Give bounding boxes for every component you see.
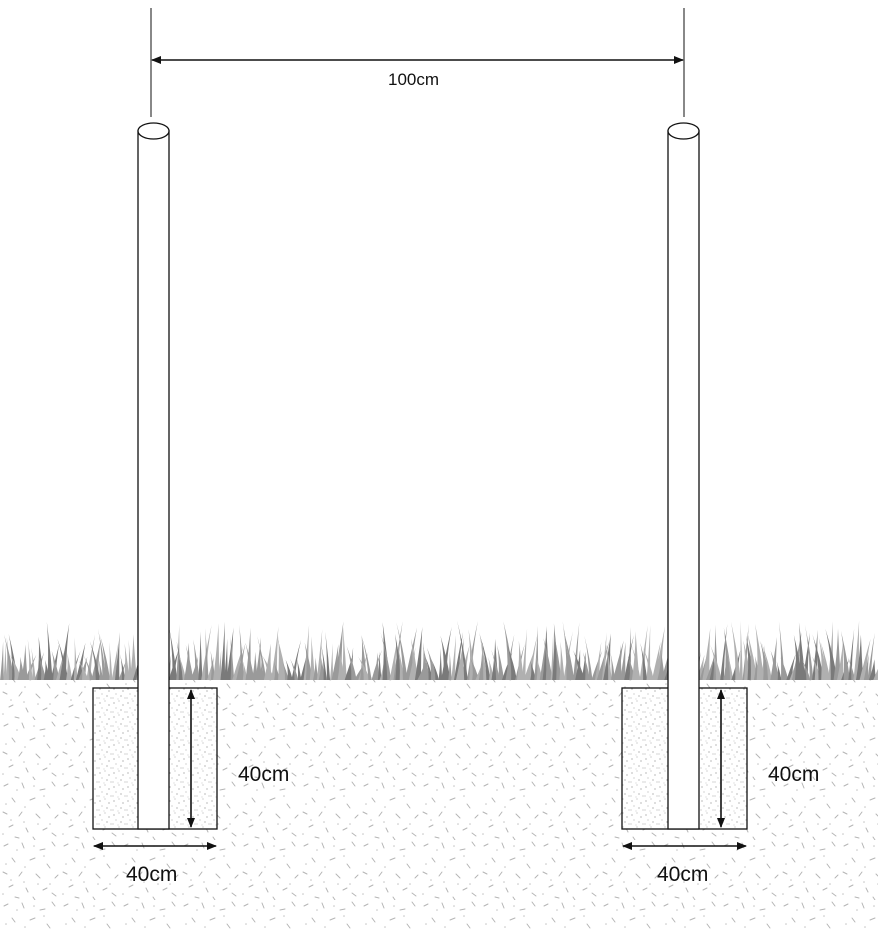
right-post xyxy=(668,123,699,829)
right-depth-label: 40cm xyxy=(768,764,819,785)
grass-band xyxy=(0,620,878,680)
grass-blade xyxy=(740,621,743,680)
grass-blade xyxy=(310,636,315,680)
right-width-label: 40cm xyxy=(657,864,708,885)
grass-blade xyxy=(448,652,451,680)
grass-blade xyxy=(66,653,72,680)
grass-blade xyxy=(342,626,347,680)
grass-blade xyxy=(439,648,443,680)
grass-blade xyxy=(205,628,209,680)
right-post-top-cap xyxy=(668,123,699,139)
left-post-top-cap xyxy=(138,123,169,139)
span-dimension-label: 100cm xyxy=(388,71,439,88)
grass-blade xyxy=(74,637,78,680)
left-post xyxy=(138,123,169,829)
grass-blade xyxy=(3,643,7,680)
grass-blade xyxy=(559,642,564,681)
grass-blade xyxy=(21,644,27,680)
left-depth-label: 40cm xyxy=(238,764,289,785)
left-width-label: 40cm xyxy=(126,864,177,885)
grass-blade xyxy=(731,622,741,680)
grass-blade xyxy=(198,631,202,680)
grass-blade xyxy=(109,642,112,680)
